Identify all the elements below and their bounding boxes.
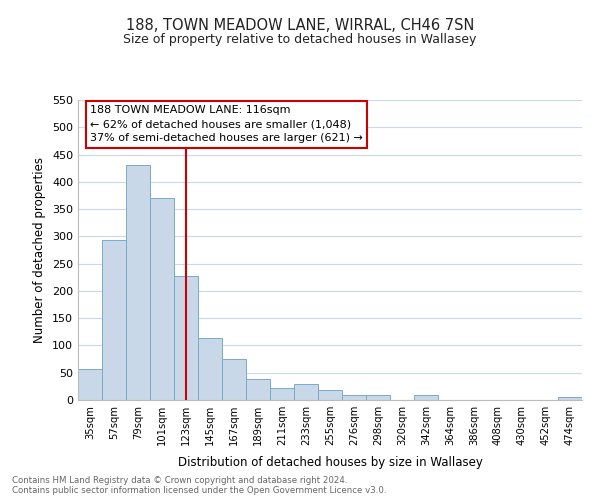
Bar <box>558 398 582 400</box>
Bar <box>78 369 102 400</box>
Bar <box>294 384 318 400</box>
Bar <box>222 358 246 400</box>
Bar <box>366 394 390 400</box>
Text: 188, TOWN MEADOW LANE, WIRRAL, CH46 7SN: 188, TOWN MEADOW LANE, WIRRAL, CH46 7SN <box>126 18 474 32</box>
Bar <box>342 394 366 400</box>
Bar <box>318 390 342 400</box>
Text: 188 TOWN MEADOW LANE: 116sqm
← 62% of detached houses are smaller (1,048)
37% of: 188 TOWN MEADOW LANE: 116sqm ← 62% of de… <box>90 106 363 144</box>
Text: Size of property relative to detached houses in Wallasey: Size of property relative to detached ho… <box>124 32 476 46</box>
Text: Contains HM Land Registry data © Crown copyright and database right 2024.: Contains HM Land Registry data © Crown c… <box>12 476 347 485</box>
Bar <box>414 394 438 400</box>
Bar <box>174 276 198 400</box>
Bar <box>102 240 126 400</box>
Text: Contains public sector information licensed under the Open Government Licence v3: Contains public sector information licen… <box>12 486 386 495</box>
Bar <box>246 380 270 400</box>
X-axis label: Distribution of detached houses by size in Wallasey: Distribution of detached houses by size … <box>178 456 482 469</box>
Bar <box>198 338 222 400</box>
Bar <box>150 198 174 400</box>
Y-axis label: Number of detached properties: Number of detached properties <box>34 157 46 343</box>
Bar <box>270 388 294 400</box>
Bar <box>126 166 150 400</box>
